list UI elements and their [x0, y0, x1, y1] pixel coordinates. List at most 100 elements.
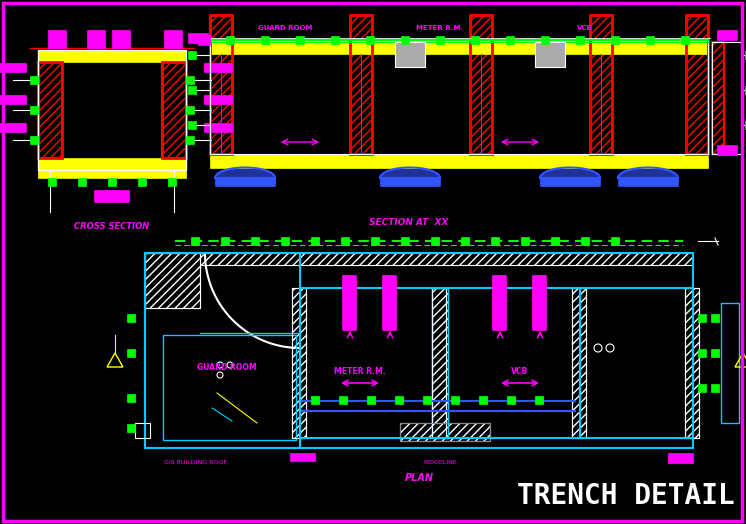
Bar	[541, 36, 549, 44]
Bar	[290, 453, 315, 461]
Bar	[251, 237, 259, 245]
Bar	[436, 36, 444, 44]
Bar	[461, 237, 469, 245]
Bar	[188, 86, 196, 94]
Bar	[491, 237, 499, 245]
Bar	[0, 123, 26, 132]
Text: TRENCH DETAIL: TRENCH DETAIL	[517, 482, 735, 510]
Bar	[532, 275, 546, 330]
Text: RIDGELINE: RIDGELINE	[423, 460, 457, 465]
Bar	[38, 62, 62, 158]
Bar	[191, 237, 199, 245]
Bar	[127, 424, 135, 432]
Bar	[535, 42, 565, 67]
Bar	[145, 253, 200, 308]
Bar	[745, 121, 746, 129]
Bar	[38, 50, 186, 62]
Bar	[198, 35, 210, 45]
Bar	[576, 36, 584, 44]
Bar	[204, 123, 232, 132]
Bar	[300, 288, 580, 438]
Bar	[745, 51, 746, 59]
Bar	[479, 396, 487, 404]
Bar	[681, 36, 689, 44]
Text: PLAN: PLAN	[404, 473, 433, 483]
Bar	[188, 51, 196, 59]
Bar	[30, 106, 38, 114]
Bar	[432, 288, 446, 438]
Bar	[38, 62, 62, 158]
Bar	[540, 178, 600, 186]
Bar	[341, 237, 349, 245]
Bar	[590, 15, 612, 154]
Bar	[646, 36, 654, 44]
Bar	[572, 288, 586, 438]
Bar	[145, 253, 693, 265]
Bar	[395, 42, 425, 67]
Bar	[87, 30, 105, 48]
Bar	[0, 63, 26, 72]
Bar	[432, 288, 448, 438]
Bar	[311, 237, 319, 245]
Bar	[186, 136, 194, 144]
Bar	[188, 121, 196, 129]
Bar	[210, 40, 708, 54]
Text: GUARD ROOM: GUARD ROOM	[197, 364, 257, 373]
Bar	[215, 178, 275, 186]
Bar	[698, 314, 706, 322]
Bar	[138, 178, 146, 186]
Bar	[127, 394, 135, 402]
Bar	[204, 63, 232, 72]
Bar	[521, 237, 529, 245]
Bar	[292, 288, 306, 438]
Bar	[127, 349, 135, 357]
Bar	[745, 86, 746, 94]
Bar	[572, 288, 586, 438]
Text: SECTION AT  XX: SECTION AT XX	[369, 218, 449, 227]
Bar	[717, 30, 737, 40]
Bar	[311, 396, 319, 404]
Bar	[581, 237, 589, 245]
Bar	[162, 62, 186, 158]
Bar	[470, 15, 492, 154]
Bar	[261, 36, 269, 44]
Bar	[471, 36, 479, 44]
Bar	[210, 154, 708, 168]
Bar	[30, 136, 38, 144]
Bar	[210, 40, 708, 154]
Text: VCB: VCB	[511, 366, 529, 376]
Bar	[371, 237, 379, 245]
Bar	[686, 15, 708, 154]
Bar	[685, 288, 699, 438]
Bar	[342, 275, 356, 330]
Bar	[210, 15, 232, 154]
Bar	[186, 76, 194, 84]
Bar	[78, 178, 86, 186]
Bar	[331, 36, 339, 44]
Text: CROSS SECTION: CROSS SECTION	[75, 222, 150, 231]
Bar	[38, 170, 186, 178]
Bar	[281, 237, 289, 245]
Bar	[48, 178, 56, 186]
Bar	[186, 106, 194, 114]
Bar	[432, 288, 446, 438]
Bar	[423, 396, 431, 404]
Text: GUARD ROOM: GUARD ROOM	[258, 25, 312, 31]
Bar	[38, 50, 186, 170]
Bar	[48, 30, 66, 48]
Bar	[112, 30, 130, 48]
Bar	[400, 423, 490, 441]
Bar	[145, 253, 693, 448]
Bar	[30, 76, 38, 84]
Bar	[590, 15, 612, 154]
Bar	[712, 42, 724, 154]
Bar	[698, 384, 706, 392]
Bar	[400, 423, 490, 441]
Bar	[108, 178, 116, 186]
Bar	[296, 36, 304, 44]
Bar	[506, 36, 514, 44]
Bar	[451, 396, 459, 404]
Bar	[127, 314, 135, 322]
Bar	[395, 396, 403, 404]
Bar	[711, 384, 719, 392]
